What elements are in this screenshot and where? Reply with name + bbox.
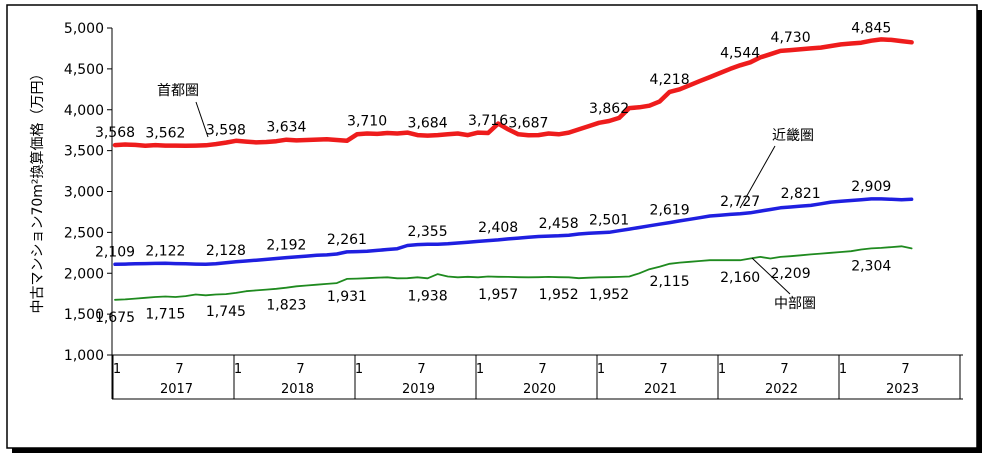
month-tick-label: 7 — [417, 362, 425, 377]
month-tick-label: 7 — [659, 362, 667, 377]
data-label: 2,355 — [408, 224, 448, 240]
chart-border — [6, 4, 978, 449]
data-label: 3,684 — [408, 116, 448, 132]
data-label: 3,634 — [266, 120, 306, 136]
data-label: 2,909 — [851, 179, 891, 195]
series-lines — [112, 37, 914, 301]
data-label: 2,192 — [266, 238, 306, 254]
data-label: 1,957 — [478, 287, 518, 303]
month-tick-label: 1 — [113, 362, 121, 377]
month-tick-label: 7 — [538, 362, 546, 377]
y-tick-label: 3,000 — [64, 185, 104, 201]
data-label: 2,458 — [539, 216, 579, 232]
data-label: 2,128 — [206, 243, 246, 259]
series-line — [112, 37, 914, 148]
series-line — [114, 245, 913, 301]
data-label: 3,568 — [95, 125, 135, 141]
leader-line — [739, 145, 776, 209]
year-label: 2017 — [160, 382, 193, 397]
axes: 1,000 1,500 2,000 2,500 3,000 3,500 4,000 4,500… — [64, 21, 963, 400]
year-label: 2022 — [765, 382, 798, 397]
year-label: 2020 — [523, 382, 556, 397]
data-label: 4,845 — [851, 21, 891, 37]
data-label: 2,115 — [650, 274, 690, 290]
data-label: 2,408 — [478, 220, 518, 236]
data-label: 2,209 — [771, 266, 811, 282]
data-label: 2,109 — [95, 244, 135, 260]
data-label: 3,862 — [589, 101, 629, 117]
month-tick-label: 1 — [839, 362, 847, 377]
y-tick-label: 1,000 — [64, 348, 104, 364]
series-name-label: 首都圏 — [157, 83, 199, 99]
leader-line — [195, 101, 209, 138]
data-label: 4,544 — [720, 45, 760, 61]
data-label: 1,715 — [145, 307, 185, 323]
data-labels: 3,568 3,562 3,598 3,634 3,710 3,684 3,716 3,687… — [95, 21, 891, 326]
data-label: 2,619 — [650, 203, 690, 219]
year-label: 2023 — [886, 382, 919, 397]
data-label: 3,598 — [206, 123, 246, 139]
series-line — [113, 197, 914, 267]
month-tick-label: 1 — [355, 362, 363, 377]
month-tick-label: 7 — [296, 362, 304, 377]
leader-line — [751, 257, 791, 295]
month-tick-label: 7 — [901, 362, 909, 377]
data-label: 2,122 — [145, 243, 185, 259]
data-label: 3,687 — [508, 115, 548, 131]
y-tick-label: 4,500 — [64, 62, 104, 78]
month-tick-label: 1 — [718, 362, 726, 377]
y-tick-label: 2,000 — [64, 266, 104, 282]
y-tick-label: 3,500 — [64, 144, 104, 160]
data-label: 2,727 — [720, 194, 760, 210]
month-tick-label: 7 — [780, 362, 788, 377]
data-label: 3,716 — [468, 113, 508, 129]
data-label: 3,710 — [347, 113, 387, 129]
series-name-label: 中部圏 — [774, 296, 816, 312]
y-tick-label: 2,500 — [64, 225, 104, 241]
year-label: 2018 — [281, 382, 314, 397]
month-tick-label: 7 — [175, 362, 183, 377]
data-label: 2,501 — [589, 212, 629, 228]
month-tick-label: 1 — [234, 362, 242, 377]
data-label: 3,562 — [145, 126, 185, 142]
series-name-label: 近畿圏 — [772, 128, 814, 144]
data-label: 2,304 — [851, 258, 891, 274]
data-label: 2,821 — [781, 186, 821, 202]
data-label: 4,218 — [650, 72, 690, 88]
data-label: 4,730 — [771, 30, 811, 46]
data-label: 1,931 — [327, 289, 367, 305]
data-label: 1,675 — [95, 310, 135, 326]
data-label: 1,823 — [266, 298, 306, 314]
y-tick-label: 5,000 — [64, 21, 104, 37]
data-label: 2,160 — [720, 270, 760, 286]
data-label: 1,745 — [206, 304, 246, 320]
data-label: 1,938 — [408, 288, 448, 304]
year-label: 2021 — [644, 382, 677, 397]
year-label: 2019 — [402, 382, 435, 397]
y-tick-label: 1,500 — [64, 307, 104, 323]
month-tick-label: 1 — [476, 362, 484, 377]
y-tick-label: 4,000 — [64, 103, 104, 119]
y-axis-label: 中古マンション70m²換算価格（万円） — [30, 66, 46, 313]
data-label: 2,261 — [327, 232, 367, 248]
data-label: 1,952 — [539, 287, 579, 303]
month-tick-label: 1 — [597, 362, 605, 377]
data-label: 1,952 — [589, 287, 629, 303]
